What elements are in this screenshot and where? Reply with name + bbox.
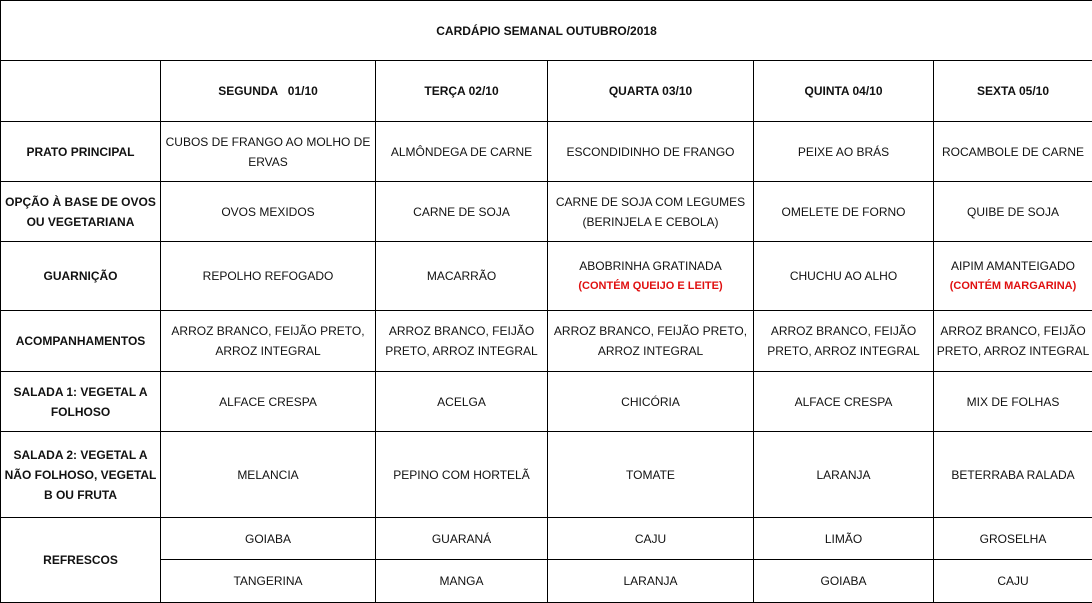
menu-cell: ALFACE CRESPA [753, 371, 934, 432]
menu-cell: CARNE DE SOJA [375, 181, 548, 242]
dish-name: MELANCIA [237, 467, 299, 482]
dish-name: ESCONDIDINHO DE FRANGO [566, 144, 735, 159]
drink-cell: LIMÃO [753, 517, 934, 560]
dish-name: ALFACE CRESPA [219, 394, 317, 409]
corner-cell [0, 60, 161, 122]
row-label: SALADA 2: VEGETAL A NÃO FOLHOSO, VEGETAL… [0, 431, 161, 518]
row-label: ACOMPANHAMENTOS [0, 310, 161, 372]
day-header: QUINTA 04/10 [753, 60, 934, 122]
dish-name: CARNE DE SOJA [413, 204, 510, 219]
menu-row: OPÇÃO À BASE DE OVOS OU VEGETARIANA OVOS … [0, 181, 1092, 242]
menu-cell: TOMATE [547, 431, 754, 518]
drink-cell: LARANJA [547, 559, 754, 603]
menu-row: GUARNIÇÃO REPOLHO REFOGADO MACARRÃO ABOBRIN… [0, 241, 1092, 311]
dish-name: LARANJA [816, 467, 871, 482]
menu-cell: OVOS MEXIDOS [160, 181, 376, 242]
drink-cell: CAJU [547, 517, 754, 560]
menu-row: ACOMPANHAMENTOS ARROZ BRANCO, FEIJÃO PRET… [0, 310, 1092, 372]
menu-cell: ARROZ BRANCO, FEIJÃO PRETO, ARROZ INTEGR… [547, 310, 754, 372]
menu-cell: ALFACE CRESPA [160, 371, 376, 432]
dish-name: QUIBE DE SOJA [966, 204, 1060, 219]
menu-cell: QUIBE DE SOJA [932, 181, 1092, 242]
dish-name: CHUCHU AO ALHO [789, 269, 898, 283]
menu-cell: PEPINO COM HORTELÃ [375, 431, 548, 518]
menu-cell: ARROZ BRANCO, FEIJÃO PRETO, ARROZ INTEGR… [160, 310, 376, 372]
menu-cell: CHUCHU AO ALHO [753, 241, 934, 311]
refrescos-row: REFRESCOS GOIABA GUARANÁ CAJU LIMÃO GROSELHA [0, 517, 1092, 603]
menu-cell: ARROZ BRANCO, FEIJÃO PRETO, ARROZ INTEGR… [753, 310, 934, 372]
drink-cell: CAJU [932, 559, 1092, 603]
menu-row: SALADA 1: VEGETAL A FOLHOSO ALFACE CRESPA… [0, 371, 1092, 432]
menu-cell: CHICÓRIA [547, 371, 754, 432]
menu-title: CARDÁPIO SEMANAL OUTUBRO/2018 [0, 0, 1092, 61]
menu-cell: BETERRABA RALADA [932, 431, 1092, 518]
dish-name: BETERRABA RALADA [951, 467, 1075, 482]
menu-cell: REPOLHO REFOGADO [160, 241, 376, 311]
allergen-note: (CONTÉM QUEIJO E LEITE) [578, 280, 723, 292]
drink-cell: GOIABA [160, 517, 376, 560]
drink-cell: GOIABA [753, 559, 934, 603]
menu-cell: ARROZ BRANCO, FEIJÃO PRETO, ARROZ INTEGR… [932, 310, 1092, 372]
menu-cell: LARANJA [753, 431, 934, 518]
dish-name: ACELGA [437, 394, 486, 409]
day-header: TERÇA 02/10 [375, 60, 548, 122]
menu-cell: ARROZ BRANCO, FEIJÃO PRETO, ARROZ INTEGR… [375, 310, 548, 372]
refrescos-row: TANGERINA MANGA LARANJA GOIABA CAJU [1, 559, 1092, 603]
row-label: OPÇÃO À BASE DE OVOS OU VEGETARIANA [0, 181, 161, 242]
row-label: REFRESCOS [0, 517, 161, 603]
menu-cell: OMELETE DE FORNO [753, 181, 934, 242]
dish-name: TOMATE [626, 467, 675, 482]
dish-name: ALMÔNDEGA DE CARNE [390, 144, 533, 159]
dish-name: MIX DE FOLHAS [966, 394, 1060, 409]
menu-cell: MELANCIA [160, 431, 376, 518]
menu-cell: CUBOS DE FRANGO AO MOLHO DE ERVAS [160, 121, 376, 182]
menu-row: SALADA 2: VEGETAL A NÃO FOLHOSO, VEGETAL… [0, 431, 1092, 518]
dish-name: PEPINO COM HORTELÃ [393, 467, 530, 482]
menu-cell: ACELGA [375, 371, 548, 432]
menu-cell: AIPIM AMANTEIGADO (CONTÉM MARGARINA) [932, 241, 1092, 311]
dish-name: ARROZ BRANCO, FEIJÃO PRETO, ARROZ INTEGR… [171, 324, 365, 358]
dish-name: CARNE DE SOJA COM LEGUMES (BERINJELA E C… [555, 194, 746, 229]
menu-cell: CARNE DE SOJA COM LEGUMES (BERINJELA E C… [547, 181, 754, 242]
dish-name: CHICÓRIA [621, 394, 680, 409]
row-label: GUARNIÇÃO [0, 241, 161, 311]
menu-cell: ALMÔNDEGA DE CARNE [375, 121, 548, 182]
row-label: PRATO PRINCIPAL [0, 121, 161, 182]
dish-name: AIPIM AMANTEIGADO [950, 259, 1076, 273]
menu-cell: ABOBRINHA GRATINADA (CONTÉM QUEIJO E LEIT… [547, 241, 754, 311]
menu-cell: MACARRÃO [375, 241, 548, 311]
dish-name: ARROZ BRANCO, FEIJÃO PRETO, ARROZ INTEGR… [385, 324, 538, 358]
dish-name: ABOBRINHA GRATINADA [579, 259, 722, 273]
dish-name: ARROZ BRANCO, FEIJÃO PRETO, ARROZ INTEGR… [936, 324, 1090, 358]
dish-name: REPOLHO REFOGADO [202, 269, 334, 283]
dish-name: OMELETE DE FORNO [781, 204, 906, 219]
drink-cell: TANGERINA [160, 559, 376, 603]
drink-cell: GUARANÁ [375, 517, 548, 560]
dish-name: OVOS MEXIDOS [221, 204, 315, 219]
dish-name: ALFACE CRESPA [794, 394, 893, 409]
dish-name: MACARRÃO [426, 269, 497, 283]
menu-cell: PEIXE AO BRÁS [753, 121, 934, 182]
dish-name: ROCAMBOLE DE CARNE [941, 144, 1085, 159]
menu-cell: ROCAMBOLE DE CARNE [932, 121, 1092, 182]
day-header: SEXTA 05/10 [932, 60, 1092, 122]
menu-row: PRATO PRINCIPAL CUBOS DE FRANGO AO MOLHO … [0, 121, 1092, 182]
menu-cell: ESCONDIDINHO DE FRANGO [547, 121, 754, 182]
dish-name: CUBOS DE FRANGO AO MOLHO DE ERVAS [165, 134, 371, 169]
dish-name: ARROZ BRANCO, FEIJÃO PRETO, ARROZ INTEGR… [553, 324, 748, 358]
day-header: SEGUNDA 01/10 [160, 60, 376, 122]
allergen-note: (CONTÉM MARGARINA) [949, 280, 1077, 292]
dish-name: PEIXE AO BRÁS [797, 144, 890, 159]
row-label: SALADA 1: VEGETAL A FOLHOSO [0, 371, 161, 432]
dish-name: ARROZ BRANCO, FEIJÃO PRETO, ARROZ INTEGR… [767, 324, 920, 358]
menu-cell: MIX DE FOLHAS [932, 371, 1092, 432]
drink-cell: MANGA [375, 559, 548, 603]
drink-cell: GROSELHA [932, 517, 1092, 560]
day-header: QUARTA 03/10 [547, 60, 754, 122]
